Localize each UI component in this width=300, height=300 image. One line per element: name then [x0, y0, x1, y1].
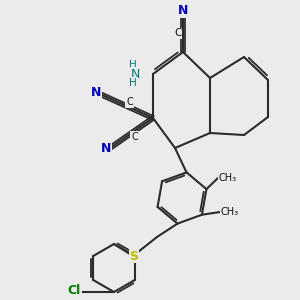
Text: H: H [129, 78, 137, 88]
Text: N: N [101, 142, 111, 155]
Text: CH₃: CH₃ [219, 173, 237, 183]
Text: Cl: Cl [68, 284, 81, 298]
Text: N: N [130, 68, 140, 80]
Text: H: H [129, 60, 137, 70]
Text: C: C [174, 28, 182, 38]
Text: C: C [131, 132, 138, 142]
Text: S: S [130, 250, 139, 262]
Text: N: N [91, 86, 101, 100]
Text: CH₃: CH₃ [221, 207, 239, 217]
Text: C: C [126, 97, 133, 107]
Text: N: N [178, 4, 188, 17]
